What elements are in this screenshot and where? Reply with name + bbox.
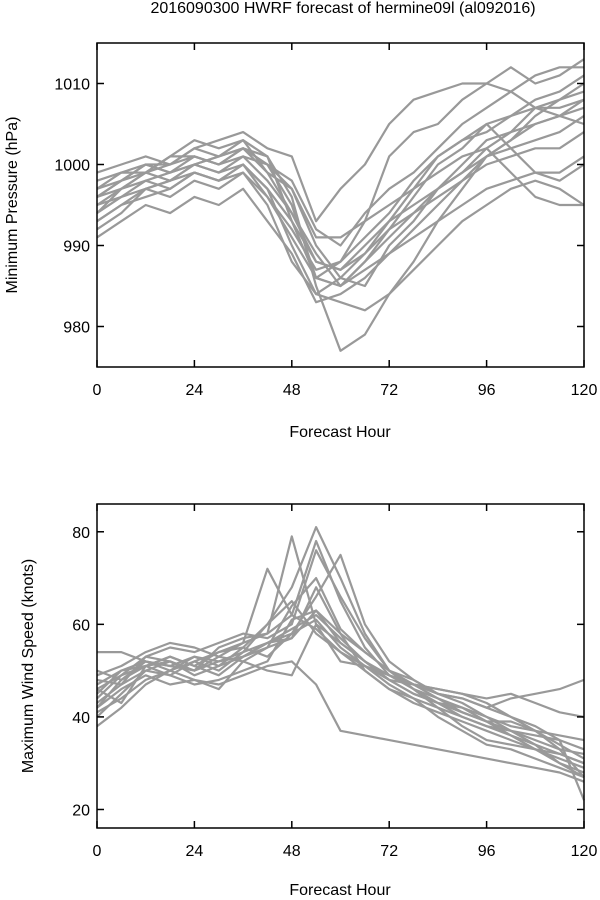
wind-series-group	[96, 525, 586, 801]
page-title: 2016090300 HWRF forecast of hermine09l (…	[150, 0, 535, 17]
wind-y-tick-label: 80	[72, 525, 90, 542]
wind-series-line-13	[96, 586, 585, 765]
wind-series-line-12	[96, 576, 585, 728]
pressure-y-tick-label: 1000	[54, 158, 90, 175]
pressure-y-tick-label: 1010	[54, 77, 90, 94]
pressure-y-axis-label: Minimum Pressure (hPa)	[4, 117, 21, 294]
wind-chart: Forecast Hour Maximum Wind Speed (knots)…	[20, 503, 598, 899]
pressure-series-line-1	[96, 82, 585, 352]
wind-x-tick-label: 96	[478, 843, 496, 860]
pressure-series-line-11	[96, 106, 585, 304]
pressure-series-group	[96, 58, 585, 352]
pressure-y-tick-label: 990	[63, 239, 90, 256]
wind-x-tick-label: 0	[93, 843, 102, 860]
pressure-x-tick-label: 72	[380, 382, 398, 399]
wind-x-axis-label: Forecast Hour	[289, 882, 391, 899]
wind-series-line-1	[96, 525, 585, 765]
wind-series-line-11	[96, 613, 585, 718]
pressure-x-axis-label: Forecast Hour	[289, 424, 391, 441]
wind-x-tick-label: 24	[186, 843, 204, 860]
pressure-plot-frame	[96, 42, 585, 368]
wind-series-line-9	[96, 623, 586, 801]
pressure-x-tick-label: 96	[478, 382, 496, 399]
wind-y-axis-label: Maximum Wind Speed (knots)	[20, 559, 37, 773]
wind-y-tick-label: 20	[72, 802, 90, 819]
wind-plot-frame	[96, 503, 585, 829]
pressure-series-line-15	[96, 155, 585, 288]
pressure-y-tick-label: 980	[63, 320, 90, 337]
wind-y-tick-label: 60	[72, 617, 90, 634]
wind-series-line-4	[96, 553, 585, 779]
pressure-x-tick-label: 0	[93, 382, 102, 399]
wind-series-line-15	[96, 613, 585, 769]
pressure-series-line-7	[96, 122, 585, 296]
pressure-series-line-4	[96, 82, 585, 223]
pressure-series-line-14	[96, 147, 584, 239]
pressure-series-line-10	[96, 98, 585, 271]
wind-x-tick-label: 72	[380, 843, 398, 860]
wind-series-line-6	[96, 549, 585, 751]
wind-series-line-8	[96, 660, 585, 783]
pressure-series-line-13	[96, 131, 585, 271]
wind-y-tick-label: 40	[72, 710, 90, 727]
wind-series-line-10	[96, 609, 585, 778]
pressure-x-tick-label: 48	[283, 382, 301, 399]
pressure-x-tick-label: 120	[571, 382, 598, 399]
pressure-chart: Forecast Hour Minimum Pressure (hPa) 0 24…	[4, 42, 598, 441]
pressure-series-line-8	[96, 98, 585, 288]
wind-x-tick-label: 120	[571, 843, 598, 860]
pressure-x-tick-label: 24	[186, 382, 204, 399]
wind-series-line-14	[96, 618, 585, 779]
wind-x-tick-label: 48	[283, 843, 301, 860]
